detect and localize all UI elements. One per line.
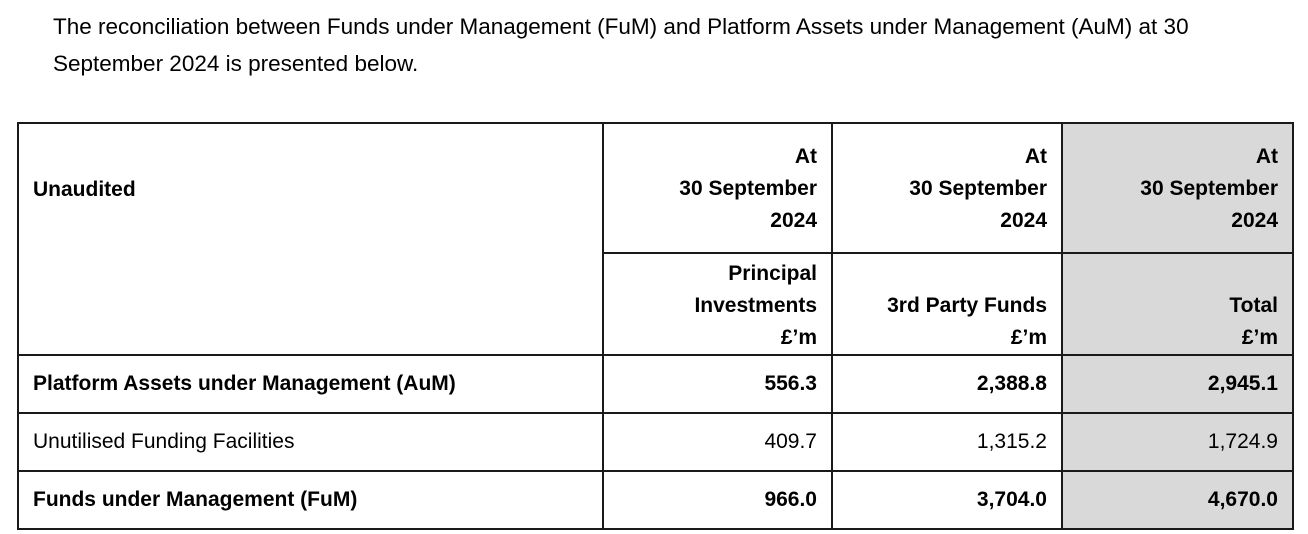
cell-total: 1,724.9 <box>1061 412 1294 472</box>
date-header-year: 2024 <box>770 209 817 232</box>
table-corner-label: Unaudited <box>17 122 604 253</box>
column-header-total: Total £’m <box>1061 252 1294 356</box>
intro-paragraph: The reconciliation between Funds under M… <box>53 14 1189 76</box>
table-row-aum: Platform Assets under Management (AuM) 5… <box>17 354 1294 414</box>
cell-total: 2,945.1 <box>1061 354 1294 414</box>
cell-principal: 966.0 <box>602 470 833 530</box>
column-header-unit: £’m <box>1241 326 1278 349</box>
reconciliation-table: Unaudited At 30 September 2024 At 30 Sep… <box>17 122 1294 530</box>
column-header-line2: Investments <box>694 294 817 317</box>
date-header-total: At 30 September 2024 <box>1061 122 1294 254</box>
date-header-year: 2024 <box>1231 209 1278 232</box>
date-header-year: 2024 <box>1000 209 1047 232</box>
cell-total: 4,670.0 <box>1061 470 1294 530</box>
column-header-line2: Total <box>1229 294 1278 317</box>
date-header-principal: At 30 September 2024 <box>602 122 833 254</box>
row-label: Unutilised Funding Facilities <box>17 412 604 472</box>
column-header-line2: 3rd Party Funds <box>887 294 1047 317</box>
column-header-unit: £’m <box>780 326 817 349</box>
table-row-fum: Funds under Management (FuM) 966.0 3,704… <box>17 470 1294 530</box>
table-corner-blank <box>17 253 604 356</box>
table-row-unutilised: Unutilised Funding Facilities 409.7 1,31… <box>17 412 1294 472</box>
date-header-at: At <box>1255 145 1278 168</box>
date-header-at: At <box>1024 145 1047 168</box>
column-header-unit: £’m <box>1010 326 1047 349</box>
cell-principal: 556.3 <box>602 354 833 414</box>
cell-principal: 409.7 <box>602 412 833 472</box>
cell-third-party: 3,704.0 <box>831 470 1063 530</box>
cell-third-party: 2,388.8 <box>831 354 1063 414</box>
date-header-date: 30 September <box>909 177 1047 200</box>
date-header-date: 30 September <box>679 177 817 200</box>
row-label: Funds under Management (FuM) <box>17 470 604 530</box>
column-header-line1: Principal <box>728 262 817 285</box>
date-header-third-party: At 30 September 2024 <box>831 122 1063 254</box>
column-header-third-party-funds: 3rd Party Funds £’m <box>831 252 1063 356</box>
date-header-date: 30 September <box>1140 177 1278 200</box>
date-header-at: At <box>794 145 817 168</box>
cell-third-party: 1,315.2 <box>831 412 1063 472</box>
row-label: Platform Assets under Management (AuM) <box>17 354 604 414</box>
table-header-column-row: Principal Investments £’m 3rd Party Fund… <box>17 252 1294 356</box>
table-header-date-row: Unaudited At 30 September 2024 At 30 Sep… <box>17 122 1294 254</box>
column-header-principal-investments: Principal Investments £’m <box>602 252 833 356</box>
